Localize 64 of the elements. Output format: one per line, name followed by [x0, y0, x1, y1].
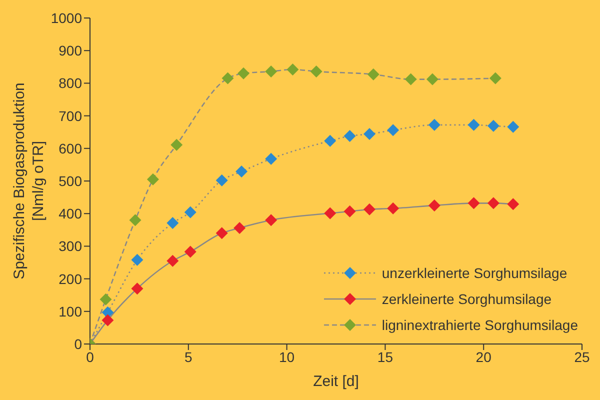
point	[131, 282, 144, 295]
x-axis-title: Zeit [d]	[313, 373, 359, 390]
point	[166, 217, 179, 230]
y-tick-label: 400	[58, 206, 82, 222]
y-tick-label: 700	[58, 108, 82, 124]
point	[487, 197, 500, 210]
point	[222, 72, 234, 84]
point	[468, 197, 480, 210]
point	[428, 199, 440, 212]
y-tick-label: 800	[58, 75, 82, 92]
point	[216, 174, 228, 186]
point	[131, 254, 144, 266]
point	[507, 198, 520, 210]
y-tick-label: 100	[58, 303, 82, 320]
point	[507, 120, 520, 133]
point	[265, 65, 278, 78]
legend-label: ligninextrahierte Sorghumsilage	[382, 317, 578, 333]
point	[234, 222, 246, 234]
point	[344, 130, 356, 142]
point	[184, 246, 196, 258]
point	[344, 205, 356, 218]
point	[468, 118, 480, 131]
y-tick-label: 600	[58, 140, 82, 156]
y-tick-label: 300	[58, 238, 82, 254]
point	[166, 254, 179, 267]
point	[428, 118, 440, 131]
point	[184, 206, 196, 218]
y-tick-label: 1000	[50, 10, 82, 26]
point	[363, 128, 376, 140]
point	[324, 207, 336, 220]
point	[265, 214, 278, 226]
point	[238, 67, 250, 80]
x-tick-label: 20	[476, 348, 492, 365]
x-tick-label: 0	[86, 348, 94, 365]
point	[404, 73, 417, 86]
point	[487, 120, 500, 132]
point	[236, 166, 248, 178]
point	[100, 293, 112, 306]
point	[324, 134, 336, 147]
point	[102, 314, 114, 326]
x-tick-label: 25	[574, 348, 590, 365]
y-tick-label: 500	[58, 172, 82, 189]
point	[367, 68, 380, 80]
y-axis-title: Spezifische Biogasproduktion [Nml/g oTR]	[11, 82, 47, 280]
y-tick-label: 0	[74, 336, 82, 352]
point	[286, 64, 299, 76]
legend-label: zerkleinerte Sorghumsilage	[382, 291, 552, 307]
point	[170, 138, 183, 151]
point	[489, 72, 502, 84]
point	[216, 227, 228, 240]
point	[426, 73, 438, 86]
x-tick-label: 10	[279, 348, 295, 365]
point	[129, 214, 142, 226]
point	[310, 65, 322, 78]
y-tick-label: 900	[58, 42, 82, 59]
point	[146, 173, 159, 186]
y-tick-label: 200	[58, 270, 82, 287]
legend-label: unzerkleinerte Sorghumsilage	[382, 265, 568, 281]
x-tick-label: 15	[377, 348, 394, 365]
point	[265, 152, 278, 165]
point	[387, 124, 400, 136]
point	[363, 203, 376, 216]
point	[387, 202, 400, 214]
x-tick-label: 5	[184, 348, 192, 365]
